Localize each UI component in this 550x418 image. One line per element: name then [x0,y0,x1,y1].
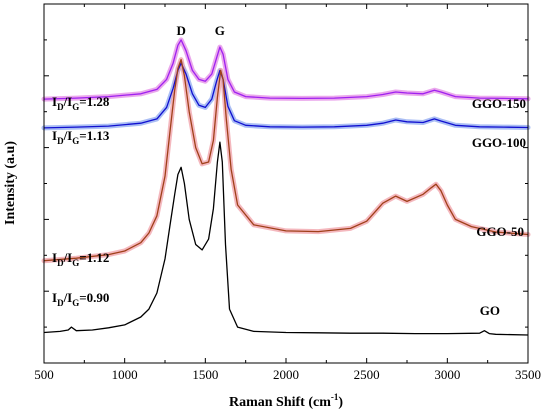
x-tick-label: 3500 [515,367,541,382]
series-line-ggo-50 [43,58,529,262]
series-lines [43,39,529,336]
ratio-label-ggo-50: ID/IG=1.12 [52,250,109,268]
peak-label-d: D [176,23,185,38]
x-tick-label: 1500 [192,367,218,382]
series-line-ggo-150 [43,39,529,100]
y-axis-ticks [44,39,528,328]
series-line-ggo-100 [43,62,529,129]
plot-frame [43,3,529,364]
x-axis-title: Raman Shift (cm-1) [229,392,343,410]
x-tick-label: 1000 [112,367,138,382]
series-name-go: GO [480,303,500,318]
series-halos [41,37,531,264]
x-axis-tick-labels: 500 1000 1500 2000 2500 3000 3500 [34,367,541,382]
peak-label-g: G [215,23,225,38]
series-name-ggo-150: GGO-150 [472,96,526,111]
series-name-ggo-50: GGO-50 [476,224,524,239]
ratio-label-ggo-100: ID/IG=1.13 [52,128,110,146]
series-halo-ggo-150 [41,37,531,102]
ratio-labels: ID/IG=1.28 ID/IG=1.13 ID/IG=1.12 ID/IG=0.90 [52,94,110,308]
x-tick-label: 2000 [273,367,299,382]
ratio-label-ggo-150: ID/IG=1.28 [52,94,110,112]
series-labels: GGO-150 GGO-100 GGO-50 GO [472,96,526,318]
x-tick-label: 500 [34,367,54,382]
series-name-ggo-100: GGO-100 [472,135,526,150]
ratio-label-go: ID/IG=0.90 [52,290,109,308]
x-tick-label: 3000 [434,367,460,382]
y-axis-title: Intensity (a.u) [3,141,18,225]
series-line-go [43,141,529,336]
x-axis-ticks [43,4,529,363]
x-tick-label: 2500 [354,367,380,382]
